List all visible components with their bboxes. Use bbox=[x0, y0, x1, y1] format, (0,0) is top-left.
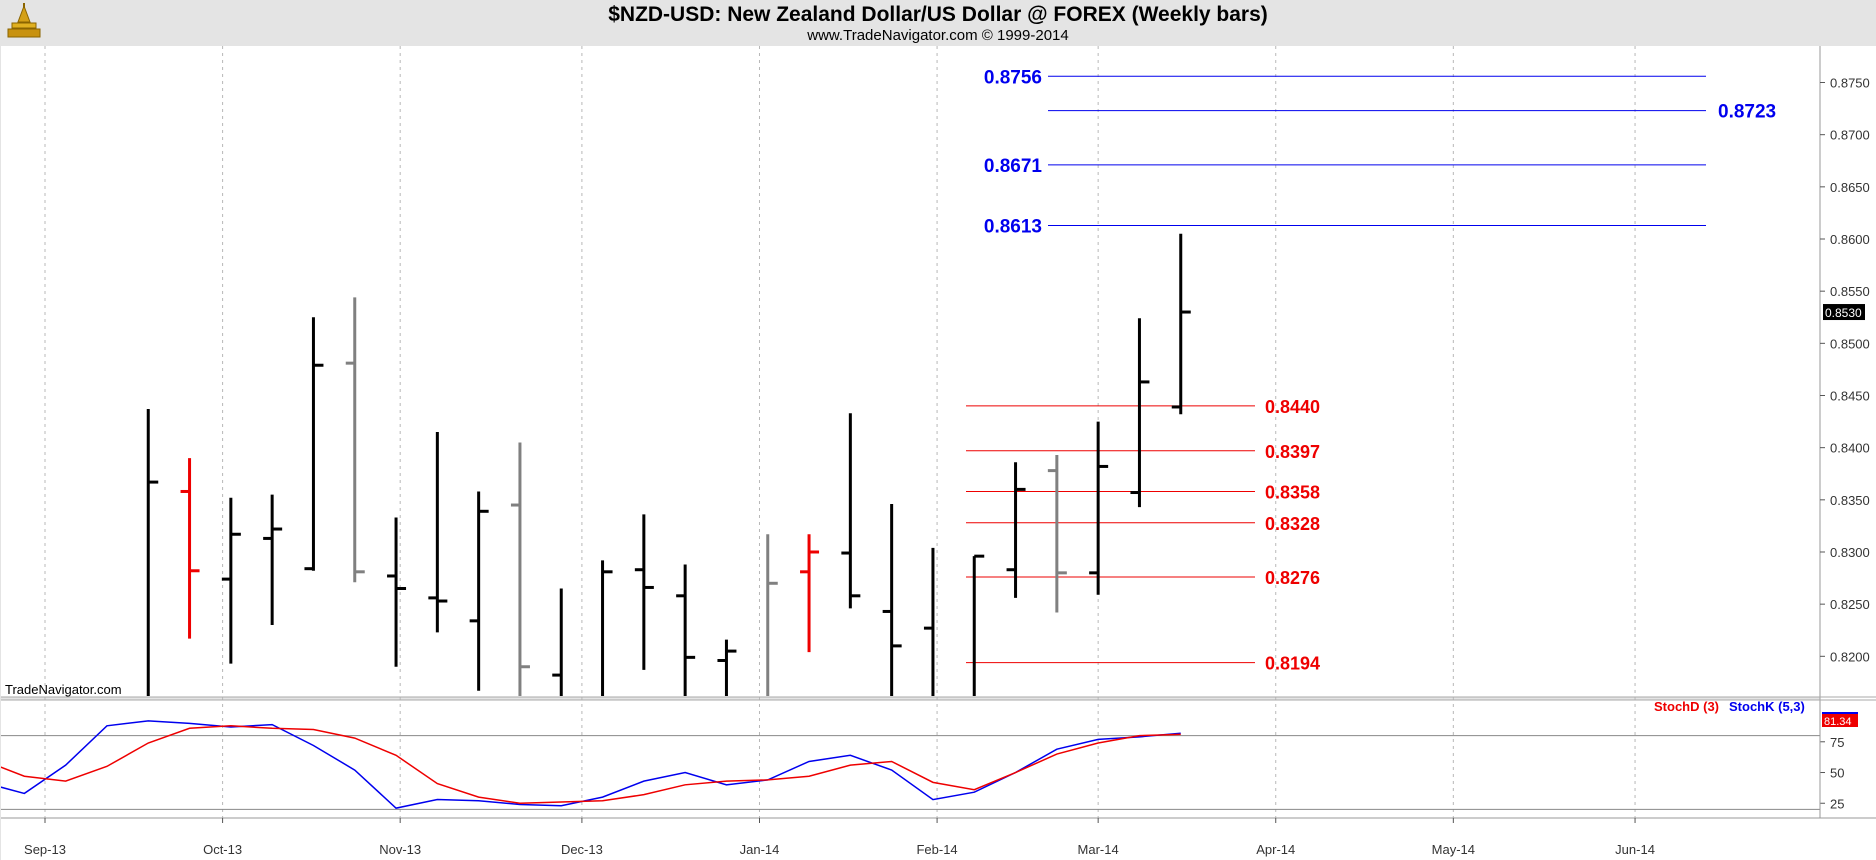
date-tick-label: Sep-13 bbox=[24, 842, 66, 857]
stoch-d-value: 81.34 bbox=[1824, 716, 1852, 728]
price-bars bbox=[146, 233, 1191, 696]
price-tick-label: 0.8250 bbox=[1830, 597, 1870, 612]
legend-stoch-d: StochD (3) bbox=[1654, 699, 1719, 714]
price-tick-label: 0.8350 bbox=[1830, 493, 1870, 508]
chart-header: $NZD-USD: New Zealand Dollar/US Dollar @… bbox=[0, 0, 1876, 46]
date-tick-label: May-14 bbox=[1432, 842, 1475, 857]
level-label: 0.8358 bbox=[1265, 482, 1320, 502]
level-label: 0.8194 bbox=[1265, 654, 1320, 674]
price-tick-label: 0.8450 bbox=[1830, 388, 1870, 403]
chart-subtitle: www.TradeNavigator.com © 1999-2014 bbox=[807, 27, 1069, 44]
level-label: 0.8613 bbox=[984, 216, 1042, 237]
price-tick-label: 0.8750 bbox=[1830, 76, 1870, 91]
stoch-tick-label: 50 bbox=[1830, 766, 1844, 781]
level-label: 0.8397 bbox=[1265, 442, 1320, 462]
date-tick-label: Dec-13 bbox=[561, 842, 603, 857]
price-tick-label: 0.8300 bbox=[1830, 545, 1870, 560]
date-tick-label: Nov-13 bbox=[379, 842, 421, 857]
bars-clipped bbox=[146, 233, 1191, 696]
level-label: 0.8671 bbox=[984, 156, 1043, 177]
stoch-d-line bbox=[1, 725, 1181, 805]
level-label: 0.8756 bbox=[984, 67, 1042, 88]
price-panel bbox=[1, 46, 1820, 697]
legend-stoch-k: StochK (5,3) bbox=[1729, 699, 1805, 714]
trade-navigator-logo-icon bbox=[7, 3, 41, 38]
watermark-text: TradeNavigator.com bbox=[5, 682, 122, 697]
date-tick-label: Jun-14 bbox=[1615, 842, 1655, 857]
chart-title: $NZD-USD: New Zealand Dollar/US Dollar @… bbox=[608, 3, 1268, 26]
level-label: 0.8328 bbox=[1265, 514, 1320, 534]
last-price-box bbox=[1823, 304, 1865, 321]
price-tick-label: 0.8500 bbox=[1830, 336, 1870, 351]
date-tick-label: Mar-14 bbox=[1078, 842, 1119, 857]
price-tick-label: 0.8200 bbox=[1830, 649, 1870, 664]
level-label: 0.8276 bbox=[1265, 568, 1320, 588]
date-axis-area bbox=[1, 818, 1820, 860]
price-tick-label: 0.8550 bbox=[1830, 284, 1870, 299]
date-tick-label: Apr-14 bbox=[1256, 842, 1295, 857]
stoch-lines bbox=[1, 720, 1181, 809]
level-label: 0.8440 bbox=[1265, 397, 1320, 417]
price-tick-label: 0.8600 bbox=[1830, 232, 1870, 247]
date-tick-label: Feb-14 bbox=[916, 842, 957, 857]
price-tick-label: 0.8650 bbox=[1830, 180, 1870, 195]
price-levels: 0.8756 0.8723 0.8671 0.8613 0.8440 0.8397 0.83… bbox=[966, 67, 1776, 674]
stoch-tick-label: 75 bbox=[1830, 735, 1844, 750]
date-tick-label: Jan-14 bbox=[740, 842, 780, 857]
date-tick-label: Oct-13 bbox=[203, 842, 242, 857]
price-tick-label: 0.8400 bbox=[1830, 441, 1870, 456]
price-tick-label: 0.8700 bbox=[1830, 128, 1870, 143]
level-label: 0.8723 bbox=[1718, 102, 1776, 123]
axes: 0.8200 0.8250 0.8300 0.8350 0.8400 0.8450 0.85… bbox=[1, 46, 1876, 857]
price-panel-background bbox=[1, 46, 1876, 860]
stoch-panel bbox=[1, 700, 1820, 818]
stoch-tick-label: 25 bbox=[1830, 796, 1844, 811]
last-price-label: 0.8530 bbox=[1825, 306, 1862, 320]
stoch-d-value-box bbox=[1822, 714, 1858, 727]
